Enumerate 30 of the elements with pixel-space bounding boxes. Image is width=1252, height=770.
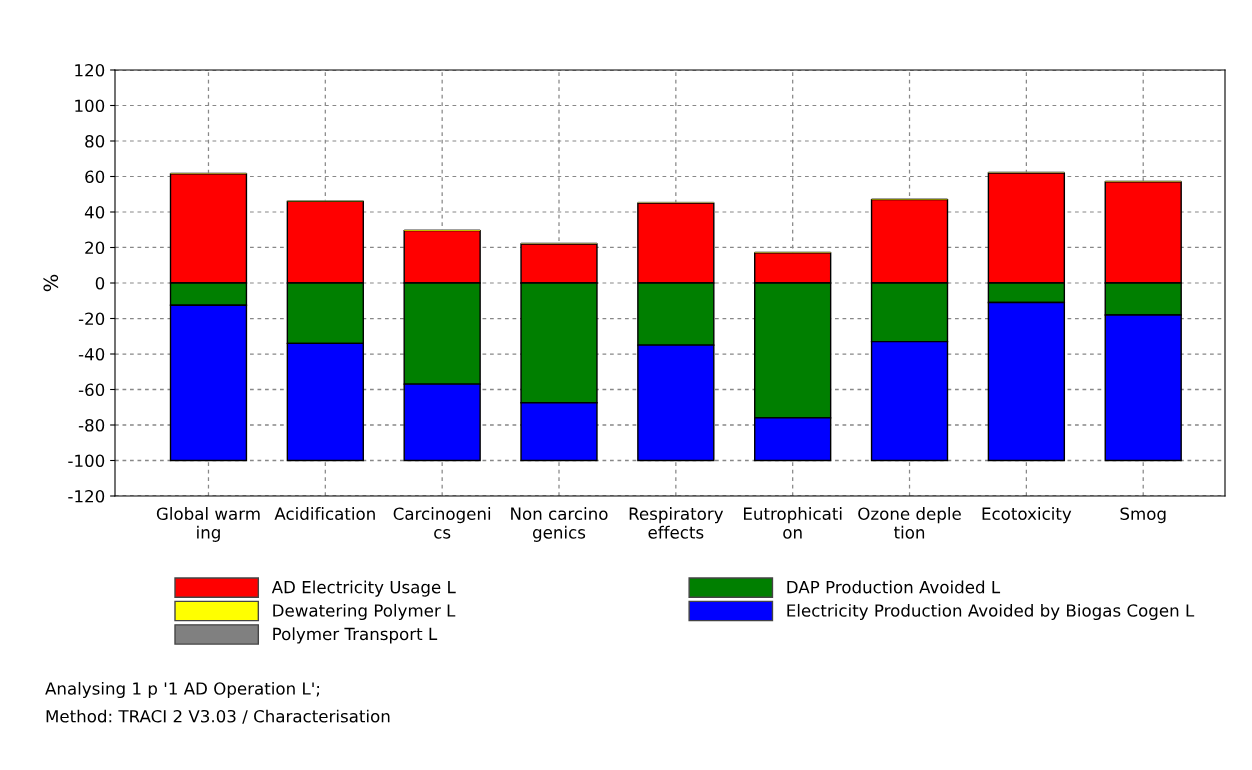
y-tick-label: -120 — [68, 489, 105, 503]
x-tick-label: Ozone deple tion — [858, 507, 961, 539]
y-tick-label: 100 — [75, 99, 105, 113]
x-tick-label: Respiratory effects — [629, 507, 724, 539]
y-tick-label: 120 — [75, 63, 105, 77]
y-tick-label: -60 — [78, 383, 105, 397]
text: Method: TRACI 2 V3.03 / Characterisation — [46, 709, 390, 724]
y-tick-label: -80 — [78, 418, 105, 432]
x-tick-label: Non carcino genics — [511, 507, 608, 542]
x-tick-label: Smog — [1120, 507, 1166, 524]
text: Analysing 1 p '1 AD Operation L'; — [45, 681, 319, 699]
y-tick-label: -20 — [78, 312, 105, 326]
x-tick-label: Eutrophicati on — [744, 507, 842, 539]
y-tick-label: 40 — [84, 205, 105, 219]
x-tick-label: Ecotoxicity — [982, 507, 1072, 524]
x-tick-label: Acidification — [274, 507, 375, 521]
y-tick-label: -100 — [68, 454, 105, 468]
y-tick-label: -40 — [78, 347, 105, 361]
y-tick-label: 60 — [85, 170, 105, 184]
x-tick-label: Carcinogeni cs — [393, 507, 491, 539]
legend-label: Polymer Transport L — [273, 627, 438, 644]
y-tick-label: 80 — [85, 134, 105, 148]
y-tick-label: 20 — [85, 241, 105, 255]
y-tick-label: 0 — [95, 276, 105, 290]
legend-label: AD Electricity Usage L — [271, 580, 456, 597]
legend-label: DAP Production Avoided L — [787, 580, 1001, 594]
y-axis-title: % — [43, 274, 59, 292]
x-tick-label: Global warm ing — [156, 507, 260, 542]
legend-label: Electricity Production Avoided by Biogas Cogen L — [787, 603, 1195, 621]
legend-label: Dewatering Polymer L — [273, 603, 456, 621]
